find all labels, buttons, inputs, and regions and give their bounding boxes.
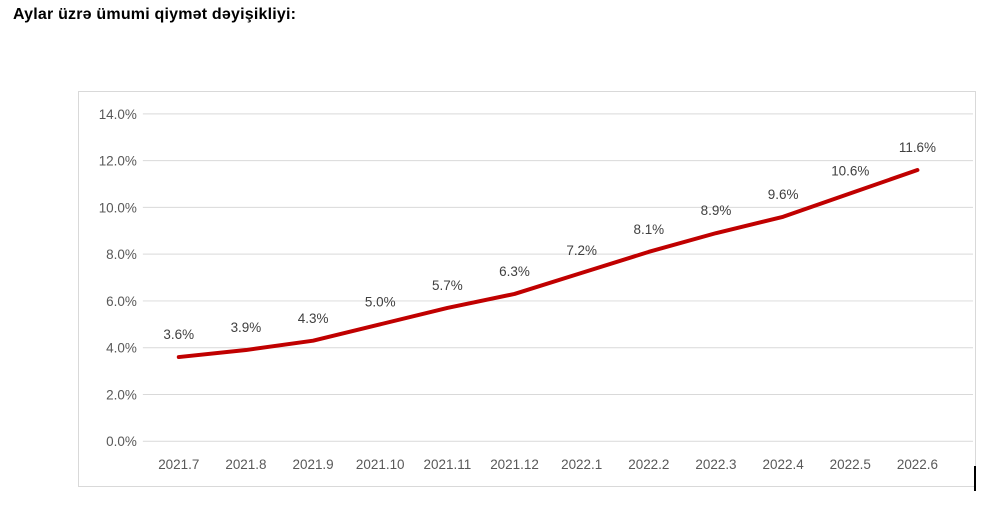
x-tick-label: 2022.6 bbox=[897, 457, 938, 472]
line-chart[interactable]: 0.0% 2.0% 4.0% 6.0% 8.0% 10.0% 12.0% 14.0% 2021.… bbox=[78, 91, 976, 487]
chart-canvas: 0.0% 2.0% 4.0% 6.0% 8.0% 10.0% 12.0% 14.0% 2021.… bbox=[99, 107, 974, 472]
y-tick-label: 2.0% bbox=[106, 387, 137, 402]
text-cursor-caret bbox=[974, 466, 976, 491]
x-tick-label: 2021.8 bbox=[225, 457, 266, 472]
x-tick-label: 2022.4 bbox=[763, 457, 805, 472]
x-tick-label: 2021.10 bbox=[356, 457, 405, 472]
x-tick-label: 2022.3 bbox=[695, 457, 736, 472]
y-tick-label: 8.0% bbox=[106, 247, 137, 262]
data-label: 9.6% bbox=[768, 187, 799, 202]
data-label: 4.3% bbox=[298, 311, 329, 326]
y-tick-label: 4.0% bbox=[106, 341, 137, 356]
x-tick-label: 2022.2 bbox=[628, 457, 669, 472]
data-label: 6.3% bbox=[499, 264, 530, 279]
data-label: 11.6% bbox=[899, 140, 936, 155]
x-tick-label: 2021.12 bbox=[490, 457, 539, 472]
x-tick-label: 2021.7 bbox=[158, 457, 199, 472]
y-tick-label: 0.0% bbox=[106, 434, 137, 449]
x-tick-label: 2022.5 bbox=[830, 457, 871, 472]
y-tick-label: 10.0% bbox=[99, 200, 137, 215]
data-label: 8.9% bbox=[701, 203, 732, 218]
data-label: 5.7% bbox=[432, 278, 463, 293]
page-title: Aylar üzrə ümumi qiymət dəyişikliyi: bbox=[13, 6, 297, 23]
x-tick-label: 2022.1 bbox=[561, 457, 602, 472]
data-label: 3.9% bbox=[231, 320, 262, 335]
y-tick-label: 6.0% bbox=[106, 294, 137, 309]
x-tick-label: 2021.11 bbox=[424, 457, 472, 472]
y-tick-label: 14.0% bbox=[99, 107, 137, 122]
data-label: 3.6% bbox=[163, 327, 194, 342]
data-label: 10.6% bbox=[831, 163, 869, 178]
data-label: 7.2% bbox=[566, 243, 597, 258]
data-label: 8.1% bbox=[633, 222, 664, 237]
x-tick-label: 2021.9 bbox=[292, 457, 333, 472]
data-label: 5.0% bbox=[365, 294, 396, 309]
series-line bbox=[176, 168, 920, 360]
y-tick-label: 12.0% bbox=[99, 154, 137, 169]
